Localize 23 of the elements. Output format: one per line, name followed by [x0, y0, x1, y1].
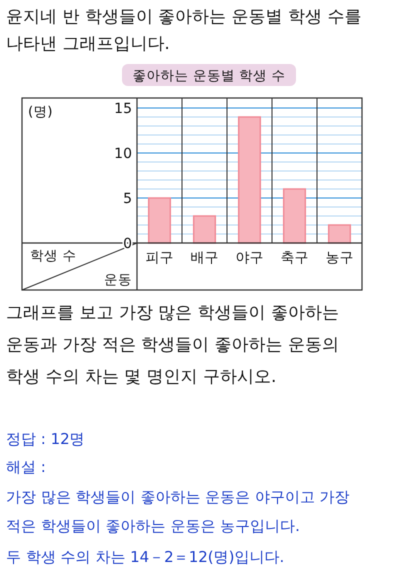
x-tick-label: 야구	[236, 250, 264, 266]
text: 학생 수	[30, 248, 76, 264]
bar	[192, 215, 216, 244]
y-tick-label: 5	[123, 191, 132, 207]
y-axis-title: (명)	[28, 104, 53, 120]
bar	[238, 116, 262, 244]
text: 윤지네 반 학생들이 좋아하는 운동별 학생 수를 나타낸 그래프입니다.	[6, 7, 362, 54]
x-tick-label: 농구	[326, 250, 354, 266]
chart-title: 좋아하는 운동별 학생 수	[132, 68, 286, 84]
text: 그래프를 보고 가장 많은 학생들이 좋아하는 운동과 가장 적은 학생들이 좋아하는 운동의 학생 수의 차는 몇 명인지 구하시오.	[6, 303, 340, 387]
text: 정답 : 12명	[6, 430, 85, 448]
bar	[328, 224, 352, 244]
text: 가장 많은 학생들이 좋아하는 운동은 야구이고 가장 적은 학생들이 좋아하는 운동은 농구입니다.	[6, 488, 350, 535]
x-axis-title: 운동	[104, 272, 132, 288]
text: 해설 :	[6, 458, 46, 476]
text: 두 학생 수의 차는 14－2＝12(명)입니다.	[6, 548, 284, 566]
y-tick-label: 15	[114, 101, 132, 117]
x-tick-label: 피구	[146, 250, 174, 266]
y-tick-label: 10	[114, 146, 132, 162]
bar	[148, 197, 172, 244]
x-tick-label: 배구	[190, 250, 218, 266]
x-tick-label: 축구	[280, 250, 308, 266]
bar	[282, 188, 306, 244]
